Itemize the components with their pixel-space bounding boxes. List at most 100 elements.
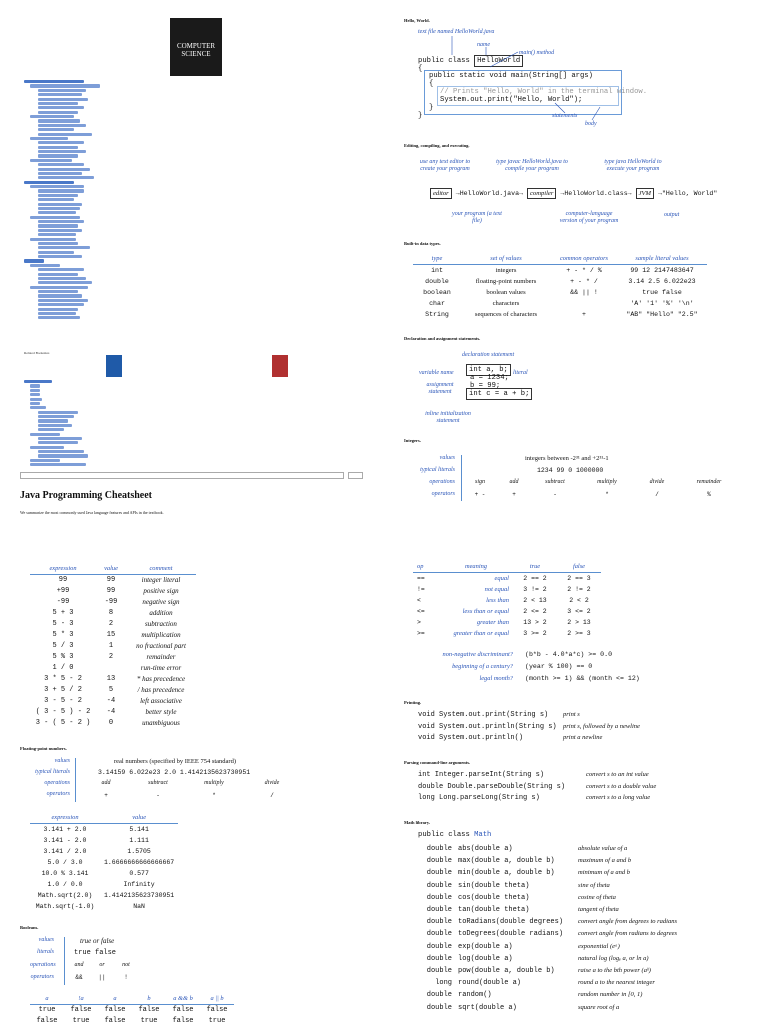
nav-item[interactable] — [30, 393, 40, 397]
compile-heading: Editing, compiling, and executing. — [404, 143, 470, 148]
nav-item[interactable] — [38, 450, 84, 454]
nav-item[interactable] — [38, 150, 86, 154]
row-label: operators — [46, 791, 70, 797]
nav-item[interactable] — [38, 171, 82, 176]
nav-item[interactable] — [38, 233, 76, 237]
nav-item[interactable] — [38, 211, 76, 215]
nav-item[interactable] — [30, 263, 60, 267]
nav-item[interactable] — [24, 180, 74, 184]
nav-item[interactable] — [30, 237, 76, 241]
meaning-cell: not equal — [484, 586, 509, 593]
nav-item[interactable] — [30, 463, 86, 467]
nav-item[interactable] — [38, 198, 74, 202]
nav-item[interactable] — [38, 141, 84, 145]
related-book-cover[interactable] — [106, 355, 122, 377]
nav-item[interactable] — [38, 220, 84, 224]
book-cover-logo[interactable]: COMPUTER SCIENCE — [170, 18, 222, 76]
nav-item[interactable] — [30, 84, 100, 88]
nav-item[interactable] — [30, 401, 40, 406]
nav-item[interactable] — [38, 106, 84, 110]
nav-item[interactable] — [38, 246, 90, 250]
nav-item[interactable] — [38, 290, 78, 294]
nav-item[interactable] — [38, 250, 74, 254]
nav-item[interactable] — [38, 228, 82, 232]
nav-item[interactable] — [30, 388, 40, 392]
op-cell: >= — [417, 630, 425, 637]
expr-cell: 3 - ( 5 - 2 ) — [35, 719, 91, 727]
nav-item[interactable] — [38, 132, 92, 136]
nav-item[interactable] — [38, 436, 82, 441]
op-name: and — [74, 962, 84, 968]
nav-item[interactable] — [38, 316, 80, 320]
decl-code: int a, b; a = 1234; b = 99; int c = a + … — [466, 364, 533, 400]
nav-item[interactable] — [38, 268, 84, 272]
nav-item[interactable] — [38, 206, 80, 211]
float-expression-table: expression value 3.141 + 2.0 5.141 3.141 -… — [30, 812, 179, 912]
nav-item[interactable] — [24, 259, 44, 263]
search-button[interactable] — [348, 472, 363, 479]
nav-item[interactable] — [38, 193, 78, 197]
nav-item[interactable] — [38, 454, 88, 458]
nav-item[interactable] — [38, 167, 90, 171]
comment-cell: integer literal — [141, 576, 181, 584]
truth-cell: false — [206, 1006, 228, 1014]
nav-item[interactable] — [30, 384, 40, 388]
nav-item[interactable] — [38, 311, 76, 316]
nav-item[interactable] — [38, 119, 80, 123]
nav-item[interactable] — [38, 276, 86, 281]
nav-item[interactable] — [30, 432, 60, 436]
nav-item[interactable] — [38, 154, 78, 158]
nav-item[interactable] — [38, 303, 84, 307]
nav-item[interactable] — [38, 110, 78, 114]
nav-item[interactable] — [24, 380, 52, 384]
nav-item[interactable] — [38, 241, 78, 246]
expr-cell: 3 - 5 - 2 — [44, 697, 82, 705]
nav-item[interactable] — [38, 145, 78, 149]
nav-item[interactable] — [38, 176, 94, 180]
nav-item[interactable] — [38, 88, 86, 92]
meaning-cell: greater than or equal — [453, 630, 509, 637]
nav-item[interactable] — [38, 281, 92, 285]
nav-item[interactable] — [30, 115, 74, 119]
nav-item[interactable] — [38, 272, 78, 276]
hello-code-line6: System.out.print("Hello, World"); — [440, 96, 583, 104]
nav-item[interactable] — [30, 406, 46, 410]
decl-heading: Declaration and assignment statements. — [404, 336, 481, 341]
value-cell: NaN — [133, 903, 145, 910]
related-book-cover[interactable] — [272, 355, 288, 377]
method-description: sine of theta — [578, 881, 610, 889]
nav-item[interactable] — [38, 307, 78, 311]
search-input[interactable] — [20, 472, 344, 479]
nav-item[interactable] — [38, 97, 88, 101]
description: convert s to a double value — [586, 782, 657, 790]
nav-item[interactable] — [30, 215, 80, 219]
nav-item[interactable] — [38, 123, 86, 127]
nav-item[interactable] — [38, 93, 82, 97]
nav-item[interactable] — [38, 415, 74, 419]
nav-item[interactable] — [38, 441, 78, 445]
nav-item[interactable] — [38, 423, 72, 427]
nav-item[interactable] — [38, 298, 88, 302]
nav-item[interactable] — [38, 294, 82, 298]
op-cell: < — [417, 597, 421, 604]
nav-item[interactable] — [30, 458, 60, 462]
page-title: Java Programming Cheatsheet — [20, 490, 153, 501]
nav-item[interactable] — [38, 428, 64, 432]
nav-item[interactable] — [30, 397, 42, 401]
nav-item[interactable] — [38, 128, 74, 132]
nav-item[interactable] — [38, 101, 78, 106]
nav-item[interactable] — [30, 158, 72, 162]
nav-item[interactable] — [38, 410, 78, 414]
false-cell: 2 == 3 — [567, 575, 591, 582]
nav-item[interactable] — [38, 189, 84, 193]
nav-item[interactable] — [38, 224, 78, 228]
nav-item[interactable] — [38, 163, 84, 167]
nav-item[interactable] — [38, 202, 82, 206]
nav-item[interactable] — [30, 445, 64, 449]
nav-item[interactable] — [24, 80, 84, 84]
nav-item[interactable] — [30, 185, 84, 189]
nav-item[interactable] — [38, 419, 68, 423]
nav-item[interactable] — [30, 285, 88, 289]
nav-item[interactable] — [38, 255, 82, 259]
nav-item[interactable] — [30, 136, 68, 141]
